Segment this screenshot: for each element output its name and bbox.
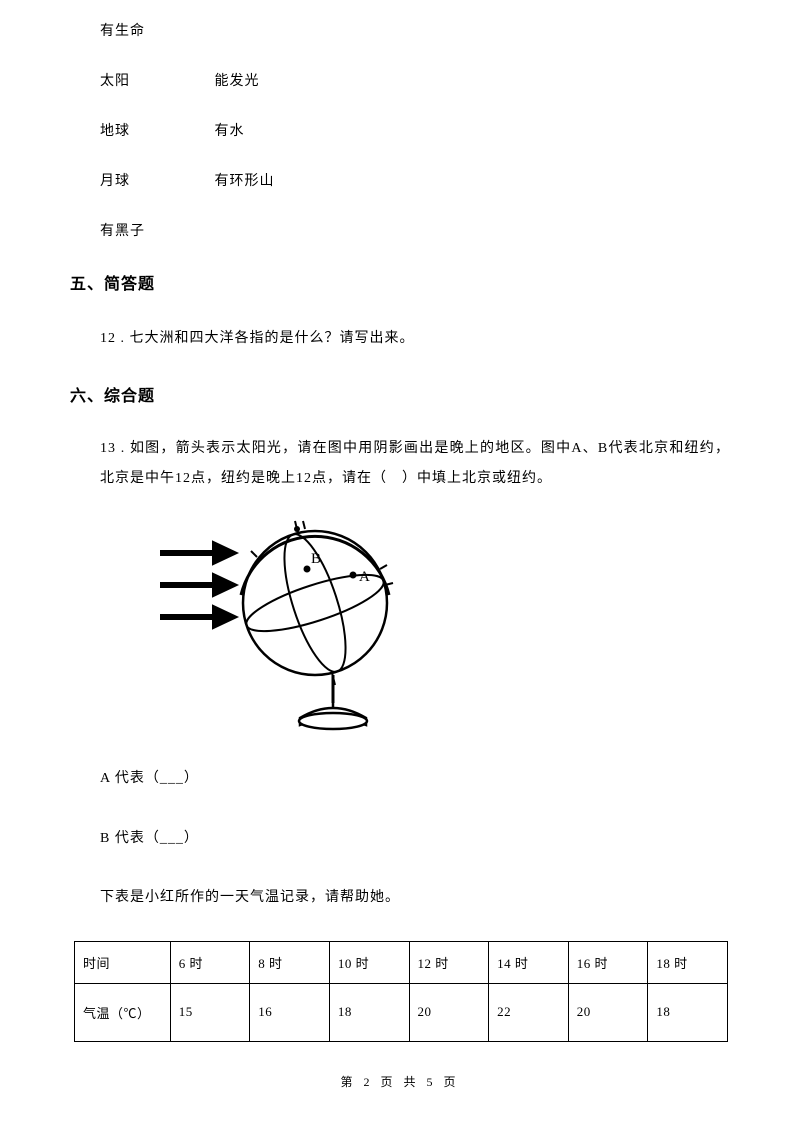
table-cell: 20 — [568, 983, 648, 1041]
b-answer-line: B 代表（___） — [70, 822, 730, 856]
table-cell: 10 时 — [329, 941, 409, 983]
col1: 地球 — [100, 120, 210, 140]
section-5-heading: 五、简答题 — [70, 270, 730, 294]
table-row: 气温（℃） 15 16 18 20 22 20 18 — [75, 983, 728, 1041]
table-cell: 14 时 — [489, 941, 569, 983]
section-6-heading: 六、综合题 — [70, 382, 730, 406]
page-footer: 第 2 页 共 5 页 — [0, 1073, 800, 1090]
table-cell: 18 — [648, 983, 728, 1041]
label-a: A — [359, 569, 370, 585]
table-cell: 12 时 — [409, 941, 489, 983]
table-cell: 15 — [170, 983, 250, 1041]
col2: 有水 — [215, 124, 245, 139]
table-cell: 时间 — [75, 941, 171, 983]
a-answer-line: A 代表（___） — [70, 762, 730, 796]
text-line: 月球 有环形山 — [70, 170, 730, 190]
table-cell: 气温（℃） — [75, 983, 171, 1041]
table-cell: 16 — [250, 983, 330, 1041]
text-line: 太阳 能发光 — [70, 70, 730, 90]
table-cell: 6 时 — [170, 941, 250, 983]
col2: 能发光 — [215, 74, 260, 89]
text-line: 有生命 — [70, 20, 730, 40]
col1: 太阳 — [100, 70, 210, 90]
question-13: 13 . 如图，箭头表示太阳光，请在图中用阴影画出是晚上的地区。图中A、B代表北… — [70, 434, 730, 496]
table-cell: 8 时 — [250, 941, 330, 983]
table-intro: 下表是小红所作的一天气温记录，请帮助她。 — [70, 881, 730, 915]
table-cell: 18 — [329, 983, 409, 1041]
text-line: 地球 有水 — [70, 120, 730, 140]
table-cell: 20 — [409, 983, 489, 1041]
col1: 月球 — [100, 170, 210, 190]
globe-diagram: A B — [70, 513, 730, 738]
table-cell: 22 — [489, 983, 569, 1041]
question-12: 12 . 七大洲和四大洋各指的是什么？请写出来。 — [70, 322, 730, 356]
text-line: 有黑子 — [70, 220, 730, 240]
label-b: B — [311, 551, 321, 567]
table-row: 时间 6 时 8 时 10 时 12 时 14 时 16 时 18 时 — [75, 941, 728, 983]
table-cell: 18 时 — [648, 941, 728, 983]
temperature-table: 时间 6 时 8 时 10 时 12 时 14 时 16 时 18 时 气温（℃… — [70, 941, 730, 1042]
globe-svg: A B — [160, 513, 410, 733]
table-cell: 16 时 — [568, 941, 648, 983]
col2: 有环形山 — [215, 174, 275, 189]
